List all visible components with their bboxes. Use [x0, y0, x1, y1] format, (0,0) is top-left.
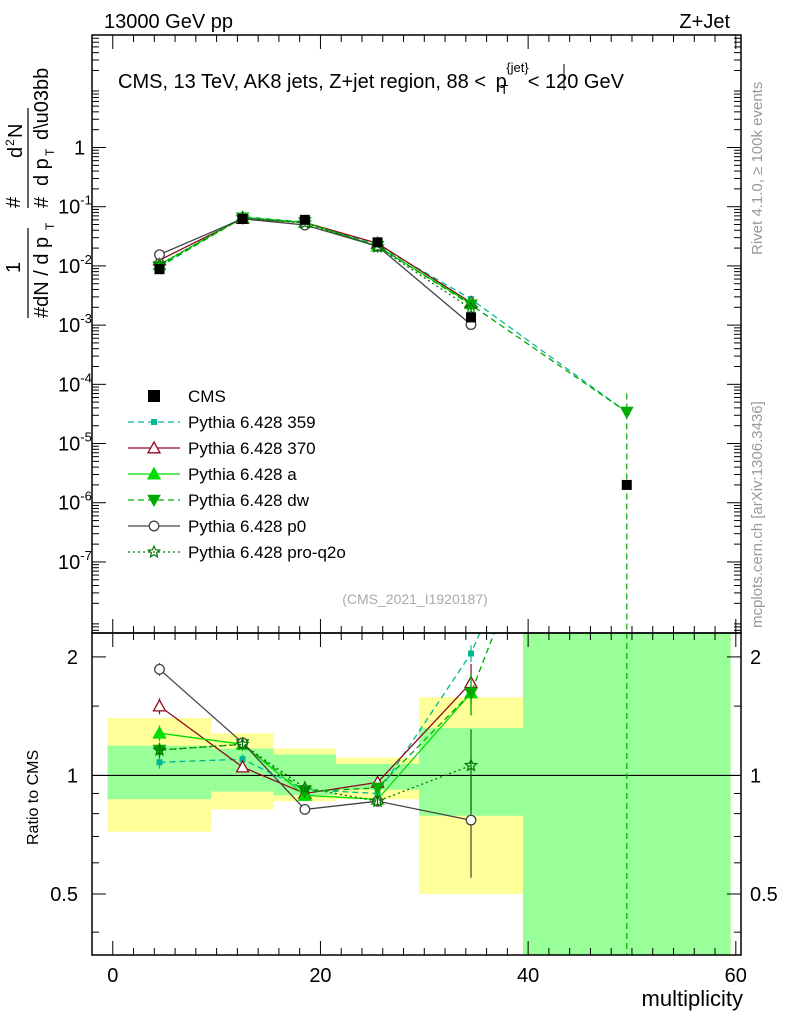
chart-title-p: p [496, 71, 507, 93]
main-panel: 10-7 10-6 10-5 10-4 10-3 10-2 10-1 1 [58, 35, 741, 633]
ratio-ytick-label: 1 [67, 765, 78, 787]
ylabel-num: # [3, 196, 25, 208]
series-4-ratio-point [154, 663, 165, 675]
series-5-ratio-point [463, 757, 479, 772]
ratio-ytick-label: 0.5 [50, 884, 78, 906]
ratio-panel: 0 20 40 60 0.5 0.5 1 1 2 2 [50, 633, 778, 987]
series-5-main-point [463, 301, 479, 315]
series-5-main-line [159, 217, 472, 310]
main-ytick-label: 1 [74, 137, 85, 159]
data-point [372, 237, 383, 248]
series-3-ratio-point [464, 687, 478, 700]
svg-text:#: # [31, 196, 53, 208]
series-5-ratio-point [235, 736, 250, 751]
main-ytick-label: 10-7 [58, 548, 92, 574]
chart-title-sup: {jet} [506, 60, 529, 75]
main-ytick-label: 10-5 [58, 430, 92, 456]
analysis-id: (CMS_2021_I1920187) [342, 591, 488, 607]
ratio-series-layer [152, 633, 628, 955]
legend-marker [148, 520, 160, 532]
x-tick-label: 20 [309, 965, 331, 987]
ratio-ylabel: Ratio to CMS [25, 750, 42, 845]
svg-text:N: N [5, 124, 27, 138]
header-left: 13000 GeV pp [104, 11, 233, 33]
chart-title-sub: T [500, 82, 508, 97]
series-5-ratio-point [370, 793, 385, 808]
ratio-ytick-label-right: 2 [750, 647, 761, 669]
ylabel-fraction-one: 1 [3, 262, 25, 273]
series-1-ratio-point [235, 759, 250, 773]
legend-marker [147, 494, 161, 508]
legend-label: Pythia 6.428 a [188, 465, 297, 484]
series-4-main-line [159, 218, 472, 326]
legend-marker [146, 440, 162, 454]
series-5-ratio-line [159, 743, 472, 802]
series-3-main-line [159, 217, 628, 413]
main-ytick-label: 10-3 [58, 311, 92, 337]
x-axis-label: multiplicity [642, 986, 743, 1011]
x-tick-label: 0 [107, 965, 118, 987]
main-series-layer [152, 210, 634, 633]
ratio-ytick-label-right: 0.5 [750, 884, 778, 906]
header-right: Z+Jet [679, 11, 730, 33]
series-0-ratio-point [468, 650, 475, 657]
ratio-ytick-label: 2 [67, 647, 78, 669]
data-point [237, 213, 248, 224]
main-ylabel: 1 #dN / d p T # d 2 N # d p T d\u03bb [3, 68, 57, 318]
ratio-frame [91, 632, 742, 956]
series-2-ratio-point [152, 725, 167, 739]
legend-marker [148, 390, 160, 402]
ratio-uncertainty-bands [107, 633, 731, 955]
data-point [466, 312, 477, 323]
svg-text:2: 2 [3, 139, 17, 146]
series-2-main-line [159, 216, 472, 305]
legend-label: Pythia 6.428 dw [188, 491, 310, 510]
series-4-ratio-point [465, 814, 477, 826]
main-ytick-label: 10-1 [58, 193, 92, 219]
legend-label: Pythia 6.428 370 [188, 439, 316, 458]
legend-marker [146, 466, 162, 480]
x-tick-label: 60 [725, 965, 747, 987]
data-point [621, 479, 632, 490]
series-3-main-point [464, 299, 478, 312]
series-0-ratio-point [239, 756, 246, 763]
series-5-ratio-point [297, 780, 313, 794]
ylabel-fraction-sub-t: T [43, 222, 57, 230]
series-3-ratio-point [370, 782, 385, 795]
legend-label: Pythia 6.428 pro-q2o [188, 543, 346, 562]
data-point [154, 264, 165, 275]
legend: CMS Pythia 6.428 359 Pythia 6.428 370 Pythi… [128, 387, 346, 562]
x-tick-label: 40 [517, 965, 539, 987]
main-ytick-label: 10-2 [58, 252, 92, 278]
svg-text:d\u03bb: d\u03bb [31, 68, 53, 140]
chart-title-main: CMS, 13 TeV, AK8 jets, Z+jet region, 88 … [118, 71, 486, 93]
ratio-ytick-label-right: 1 [750, 765, 761, 787]
legend-label: Pythia 6.428 359 [188, 413, 316, 432]
series-1-ratio-point [152, 698, 167, 712]
ylabel-d2n: d [5, 147, 27, 158]
legend-marker [146, 544, 162, 559]
legend-label: CMS [188, 387, 226, 406]
side-label-rivet: Rivet 4.1.0, ≥ 100k events [749, 82, 766, 255]
ylabel-fraction-den: #dN / d p [31, 237, 53, 318]
svg-text:T: T [43, 148, 57, 156]
side-label-mcplots: mcplots.cern.ch [arXiv:1306.3436] [749, 401, 766, 628]
main-ytick-label: 10-4 [58, 370, 92, 396]
svg-text:d p: d p [31, 158, 53, 186]
series-0-ratio-point [156, 759, 163, 766]
legend-label: Pythia 6.428 p0 [188, 517, 306, 536]
data-point [299, 214, 310, 225]
chart-title: CMS, 13 TeV, AK8 jets, Z+jet region, 88 … [118, 55, 625, 99]
main-ytick-label: 10-6 [58, 489, 92, 515]
legend-marker [151, 419, 157, 425]
series-5-ratio-point [152, 742, 167, 757]
chart-title-tail: < 120 GeV [528, 71, 625, 93]
series-1-main-line [159, 217, 472, 304]
series-0-main-line [159, 215, 628, 413]
series-4-ratio-point [299, 803, 311, 815]
